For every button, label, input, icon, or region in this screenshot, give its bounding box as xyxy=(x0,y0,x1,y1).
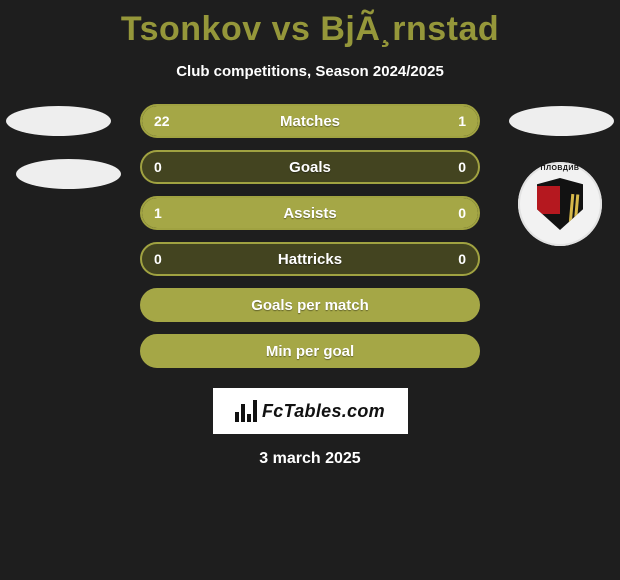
club-badge-text: ПЛОВДИВ xyxy=(541,165,580,172)
season-subtitle: Club competitions, Season 2024/2025 xyxy=(0,63,620,80)
stat-label: Min per goal xyxy=(266,343,354,360)
stat-row-min-per-goal: Min per goal xyxy=(140,334,480,368)
stat-value-right: 0 xyxy=(458,251,466,267)
stat-row-goals-per-match: Goals per match xyxy=(140,288,480,322)
bar-right xyxy=(404,106,478,136)
club-badge: ПЛОВДИВ xyxy=(518,162,602,246)
comparison-content: ПЛОВДИВ 22 Matches 1 0 Goals 0 1 Assists… xyxy=(0,104,620,468)
stat-value-left: 1 xyxy=(154,205,162,221)
stat-value-right: 1 xyxy=(458,113,466,129)
page-title: Tsonkov vs BjÃ¸rnstad xyxy=(0,0,620,49)
brand-text: FcTables.com xyxy=(262,401,385,422)
club-shield-icon xyxy=(537,178,583,230)
stat-value-left: 0 xyxy=(154,159,162,175)
stat-label: Hattricks xyxy=(278,251,342,268)
stat-label: Assists xyxy=(283,205,336,222)
stat-rows: 22 Matches 1 0 Goals 0 1 Assists 0 0 Hat… xyxy=(140,104,480,368)
stat-label: Goals xyxy=(289,159,331,176)
stat-label: Goals per match xyxy=(251,297,369,314)
stat-value-right: 0 xyxy=(458,159,466,175)
chart-icon xyxy=(235,400,257,422)
left-player-oval-1 xyxy=(6,106,111,136)
brand-banner[interactable]: FcTables.com xyxy=(213,388,408,434)
left-player-oval-2 xyxy=(16,159,121,189)
right-player-oval-1 xyxy=(509,106,614,136)
stat-row-hattricks: 0 Hattricks 0 xyxy=(140,242,480,276)
date-label: 3 march 2025 xyxy=(0,450,620,468)
stat-row-matches: 22 Matches 1 xyxy=(140,104,480,138)
stat-value-left: 22 xyxy=(154,113,170,129)
stat-value-left: 0 xyxy=(154,251,162,267)
bar-left xyxy=(142,106,404,136)
stat-row-goals: 0 Goals 0 xyxy=(140,150,480,184)
stat-value-right: 0 xyxy=(458,205,466,221)
stat-label: Matches xyxy=(280,113,340,130)
stat-row-assists: 1 Assists 0 xyxy=(140,196,480,230)
